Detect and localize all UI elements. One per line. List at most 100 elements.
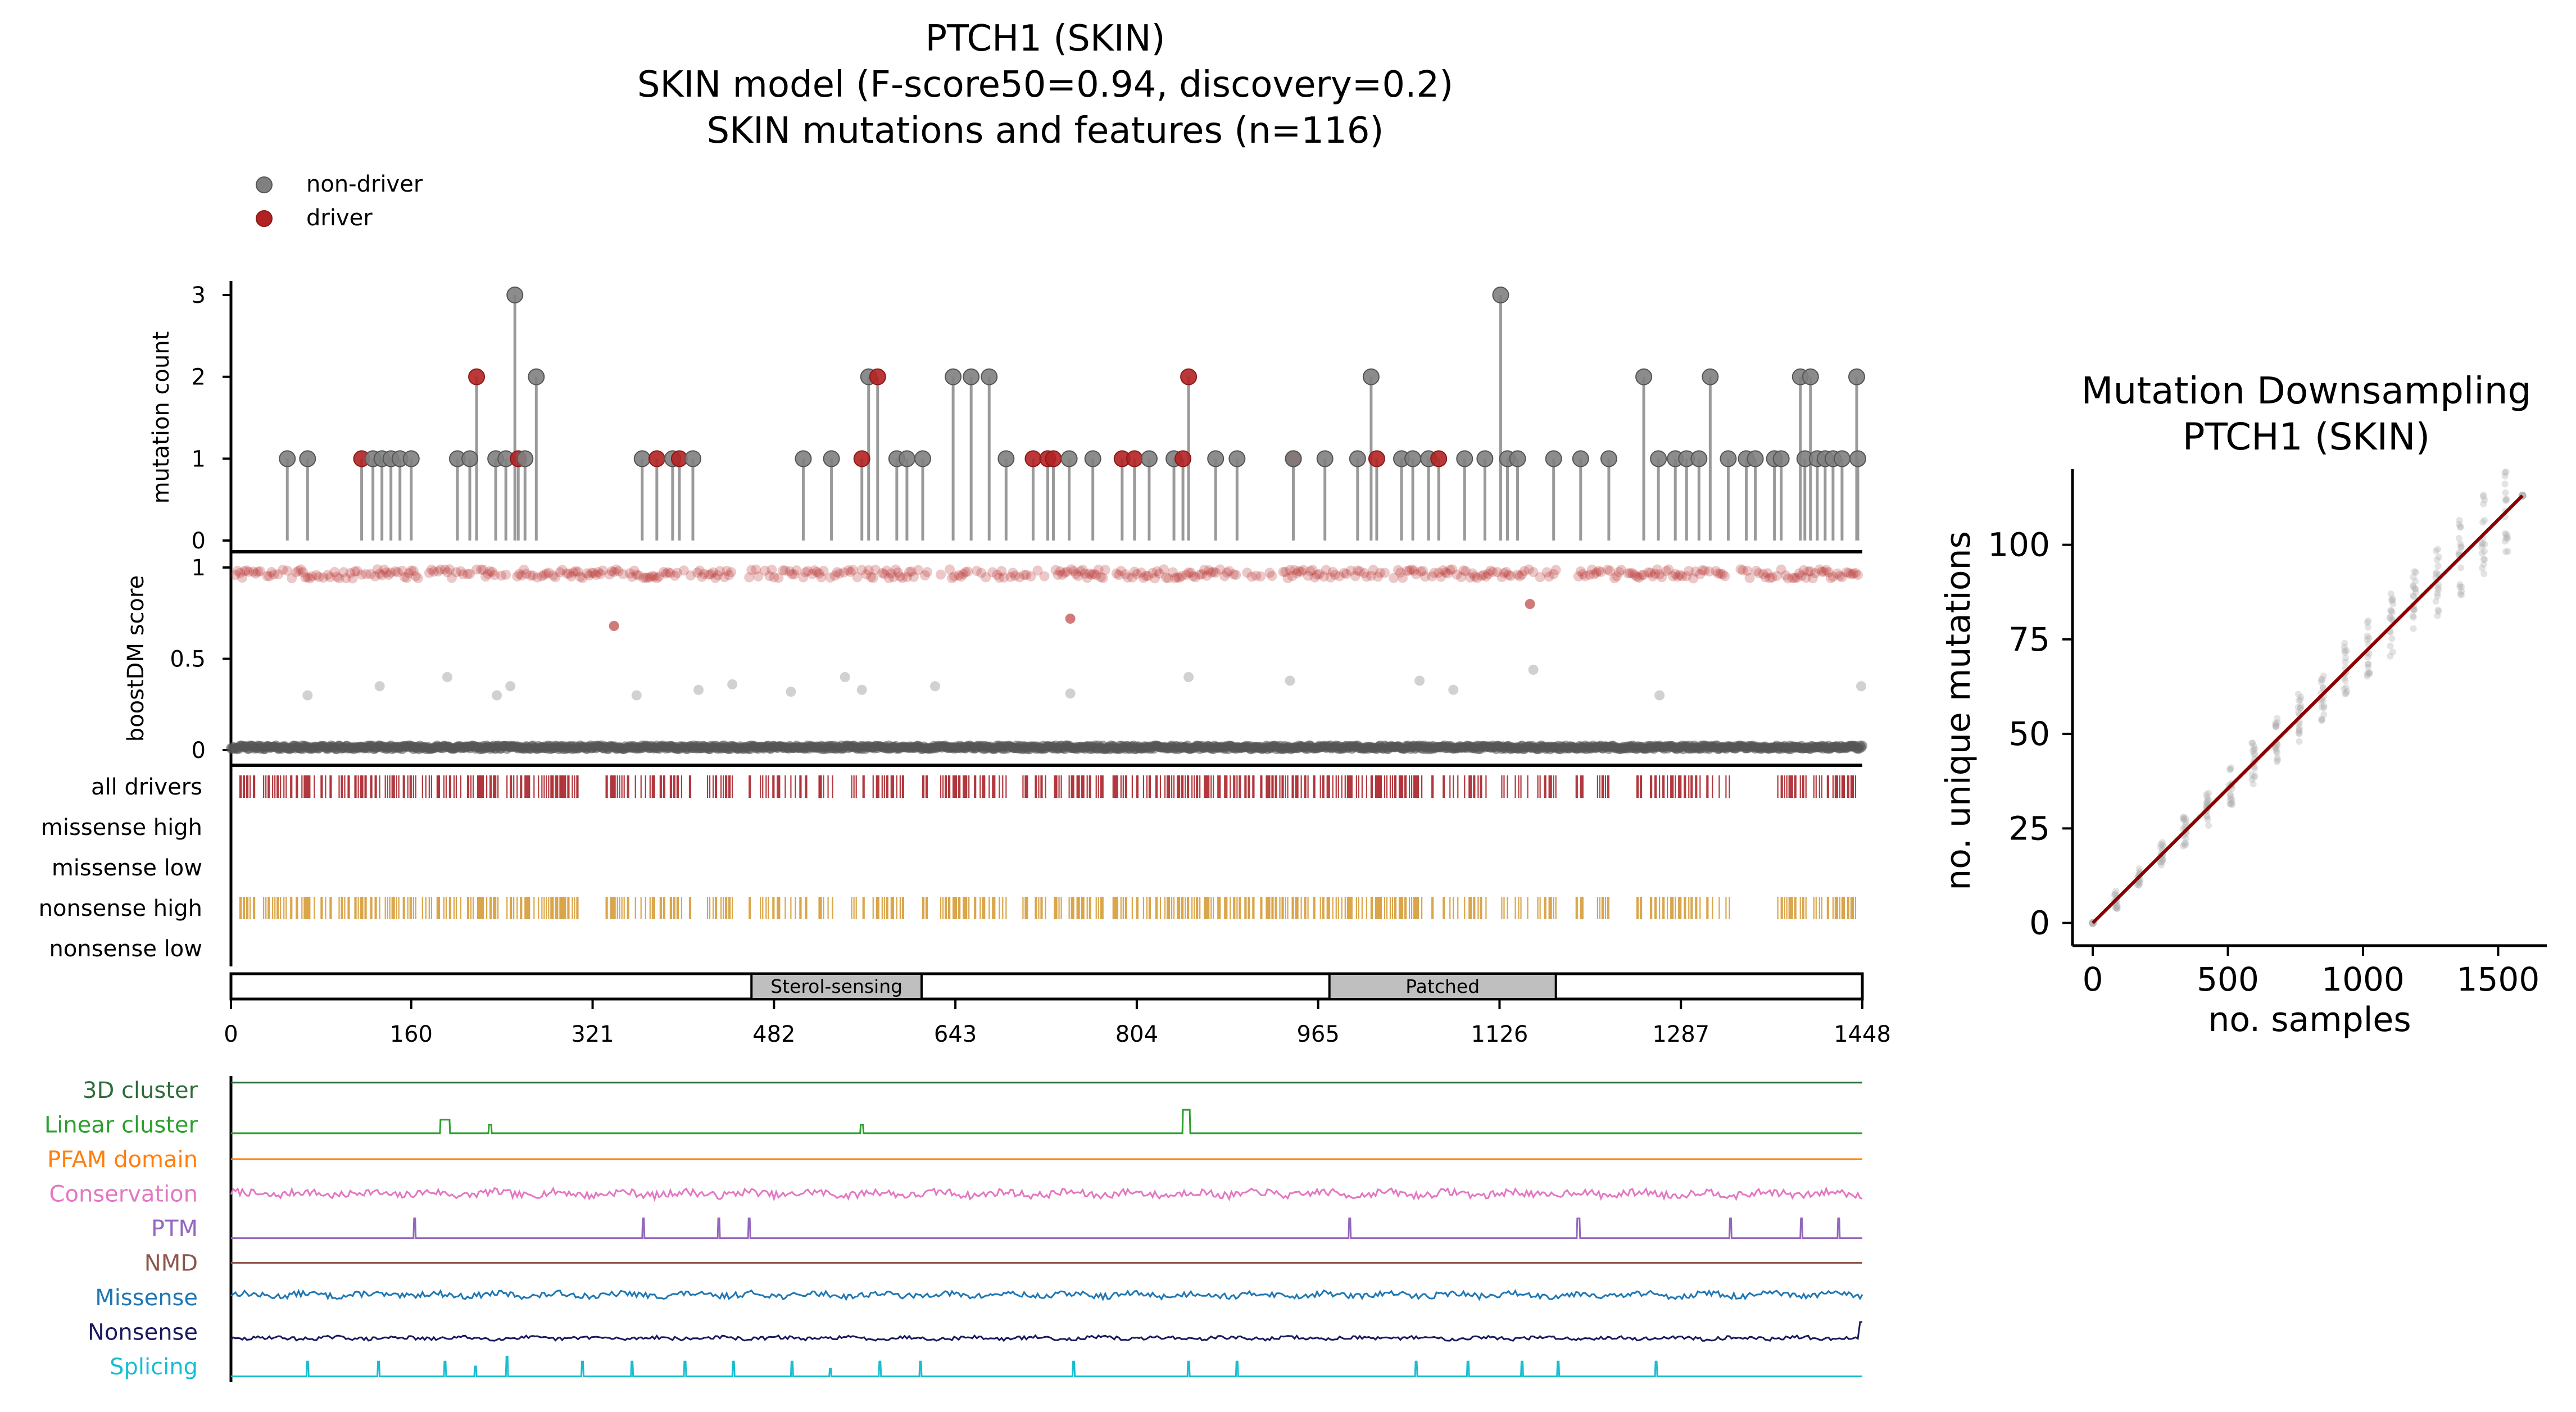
downsampling-point: [2480, 561, 2487, 568]
downsampling-point: [2389, 597, 2396, 604]
score-point-driver: [519, 564, 529, 575]
score-point-driver: [1005, 571, 1016, 582]
driver-track-label: nonsense low: [49, 936, 202, 962]
score-point-driver: [1089, 569, 1099, 579]
score-point-driver: [1753, 568, 1764, 579]
downsampling-point: [2226, 800, 2234, 807]
score-point-driver: [1586, 564, 1597, 575]
downsampling-point: [2229, 801, 2236, 809]
downsampling-title-line-1: Mutation Downsampling: [2081, 369, 2532, 412]
downsampling-point: [2320, 673, 2327, 680]
score-point-driver: [1309, 572, 1320, 583]
downsampling-point: [2340, 685, 2347, 693]
score-point-driver: [457, 569, 468, 580]
score-point-driver: [1465, 572, 1476, 583]
score-point-non-driver: [693, 684, 704, 695]
score-point-driver: [769, 572, 779, 583]
score-point-driver: [764, 571, 775, 582]
score-point-driver: [802, 566, 813, 576]
score-point-driver: [1695, 569, 1706, 579]
score-point-driver: [577, 573, 588, 583]
score-point-driver: [293, 565, 304, 576]
score-point-non-driver: [631, 690, 642, 701]
downsampling-point: [2203, 793, 2211, 801]
score-point-driver: [1008, 567, 1018, 578]
score-point-driver: [1492, 567, 1503, 578]
downsampling-point: [2135, 882, 2143, 889]
downsampling-point: [2226, 792, 2234, 800]
downsampling-point: [2480, 500, 2487, 507]
score-point-driver: [480, 571, 491, 582]
feature-track-line: [230, 1321, 1862, 1342]
downsampling-point: [2480, 516, 2488, 524]
downsampling-point: [2228, 794, 2235, 802]
downsampling-point: [2182, 834, 2189, 842]
downsampling-point: [2296, 724, 2303, 732]
downsampling-point: [2411, 585, 2419, 592]
driver-track-label: all drivers: [91, 774, 202, 800]
downsampling-point: [2343, 647, 2350, 655]
feature-track-label: Linear cluster: [44, 1113, 198, 1138]
legend-label-driver: driver: [306, 205, 373, 231]
downsampling-point: [2456, 583, 2464, 591]
score-point-driver: [433, 566, 443, 577]
score-point-driver: [1172, 572, 1183, 583]
score-point-driver: [1080, 569, 1090, 579]
score-point-driver: [897, 573, 908, 583]
score-point-driver: [1657, 572, 1667, 583]
x-tick-label: 1126: [1471, 1021, 1529, 1047]
score-point-driver: [1443, 568, 1453, 579]
downsampling-point: [2114, 902, 2121, 910]
score-point-driver: [1814, 564, 1825, 575]
score-point-driver: [818, 565, 829, 576]
score-point-driver: [904, 566, 914, 577]
score-point-driver: [1204, 565, 1214, 576]
score-point-driver: [1677, 571, 1688, 582]
score-point-driver: [1151, 566, 1162, 576]
score-point-driver: [462, 569, 473, 579]
downsampling-point: [2456, 548, 2463, 556]
score-point-driver: [780, 565, 791, 576]
score-point-driver: [1798, 565, 1809, 575]
downsampling-chart: Mutation Downsampling PTCH1 (SKIN) no. s…: [1939, 369, 2547, 1039]
score-point-driver: [987, 567, 998, 578]
score-point-driver: [1181, 569, 1192, 580]
main-title-line-1: PTCH1 (SKIN): [925, 18, 1165, 60]
score-point-driver: [516, 570, 527, 581]
score-point-driver: [1019, 570, 1030, 580]
score-point-driver: [956, 571, 967, 582]
score-point-driver: [954, 570, 964, 580]
score-point-driver: [1267, 570, 1277, 581]
score-point-driver: [645, 572, 655, 583]
score-point-driver: [1278, 566, 1289, 577]
score-point-driver: [1120, 569, 1131, 580]
score-point-driver: [1050, 565, 1061, 575]
downsampling-xtick-label: 500: [2197, 960, 2259, 998]
downsampling-point: [2204, 796, 2211, 803]
score-point-driver: [266, 567, 277, 578]
downsampling-point: [2388, 609, 2396, 616]
score-point-driver: [1168, 567, 1178, 578]
score-point-driver: [329, 567, 340, 578]
score-point-driver: [890, 564, 901, 575]
score-point-driver: [573, 566, 583, 577]
score-point-driver: [1091, 570, 1101, 580]
score-point-driver: [1345, 565, 1356, 576]
score-point-driver: [1514, 571, 1525, 582]
score-point-driver: [638, 573, 648, 583]
downsampling-point: [2227, 800, 2234, 807]
downsampling-title-line-2: PTCH1 (SKIN): [2183, 415, 2430, 458]
score-point-driver: [1643, 567, 1654, 578]
downsampling-point: [2113, 904, 2120, 911]
score-point-driver: [1735, 564, 1746, 575]
downsampling-point: [2412, 569, 2419, 576]
score-point-driver: [609, 566, 619, 577]
score-point-driver: [483, 569, 493, 579]
score-point-driver: [1602, 564, 1613, 575]
score-point-driver: [1177, 571, 1187, 582]
lollipop-head-non-driver: [1228, 450, 1246, 467]
score-point-driver: [814, 568, 824, 579]
score-point-driver: [1675, 570, 1685, 580]
score-point-non-driver: [1654, 690, 1665, 701]
score-point-driver: [913, 565, 923, 575]
